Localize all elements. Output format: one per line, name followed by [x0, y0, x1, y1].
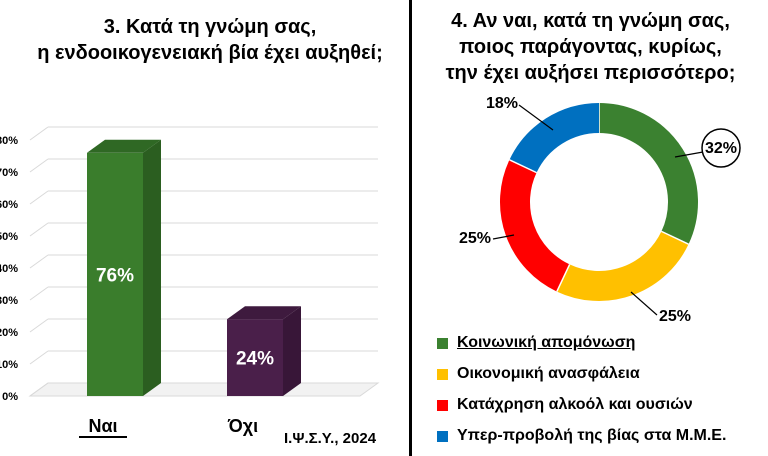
- leader-line: [492, 234, 515, 240]
- bar-chart: 0% 10% 20% 30% 40% 50% 60% 70% 80% 76% Ναι 24% Όχι: [0, 126, 380, 438]
- y-tick-label: 30%: [0, 295, 18, 307]
- slice-separator: [661, 230, 689, 245]
- donut-chart-title: 4. Αν ναι, κατά τη γνώμη σας, ποιος παρά…: [413, 8, 768, 86]
- donut-slice: [509, 103, 600, 174]
- legend-label: Κοινωνική απομόνωση: [457, 334, 636, 351]
- bar-side: [143, 139, 161, 397]
- bar-chart-panel: 3. Κατά τη γνώμη σας, η ενδοοικογενειακή…: [0, 14, 410, 447]
- legend-item: Κατάχρηση αλκοόλ και ουσιών: [437, 392, 767, 418]
- y-tick-label: 70%: [0, 167, 18, 179]
- y-tick-label: 40%: [0, 263, 18, 275]
- gridline-side: [29, 126, 49, 141]
- legend-swatch: [437, 337, 448, 349]
- donut-chart: 32% 25% 25% 18%: [459, 95, 741, 325]
- bar: [227, 319, 283, 396]
- gridline-side: [29, 350, 49, 365]
- bar-side: [283, 306, 301, 396]
- donut-chart-title-line-3: την έχει αυξήσει περισσότερο;: [445, 62, 736, 84]
- leader-line: [674, 151, 704, 158]
- legend-item: Οικονομική ανασφάλεια: [437, 361, 767, 387]
- bar-value-label: 24%: [236, 349, 274, 370]
- gridline-side: [29, 190, 49, 205]
- bar-chart-title-line-2: η ενδοοικογενειακή βία έχει αυξηθεί;: [37, 42, 383, 64]
- gridline-side: [29, 382, 49, 397]
- gridline-side: [29, 158, 49, 173]
- bar-top: [227, 306, 301, 320]
- gridline-side: [29, 286, 49, 301]
- donut-chart-panel: 4. Αν ναι, κατά τη γνώμη σας, ποιος παρά…: [413, 0, 768, 456]
- slice-value-label: 25%: [659, 308, 691, 325]
- gridline-side: [29, 222, 49, 237]
- slice-separator: [509, 159, 537, 174]
- chart-floor: [28, 382, 380, 397]
- donut-slice: [598, 103, 698, 245]
- legend-swatch: [437, 368, 448, 380]
- donut-slice: [500, 159, 571, 292]
- legend-swatch: [437, 399, 448, 411]
- highlight-circle: [701, 128, 741, 168]
- legend-label: Κατάχρηση αλκοόλ και ουσιών: [457, 396, 693, 413]
- slice-value-label: 32%: [705, 140, 737, 157]
- y-tick-label: 80%: [0, 135, 18, 147]
- bar-top: [87, 139, 161, 153]
- y-tick-label: 0%: [2, 391, 18, 403]
- donut-legend: Κοινωνική απομόνωση Οικονομική ανασφάλεια…: [437, 330, 767, 454]
- donut-slice: [556, 230, 689, 301]
- y-tick-label: 50%: [0, 231, 18, 243]
- bar-chart-title-line-1: 3. Κατά τη γνώμη σας,: [103, 16, 317, 38]
- x-category-label: Ναι: [88, 416, 117, 436]
- legend-item: Κοινωνική απομόνωση: [437, 330, 767, 356]
- legend-swatch: [437, 430, 448, 442]
- legend-label: Υπερ-προβολή της βίας στα Μ.Μ.Ε.: [457, 427, 727, 444]
- y-tick-label: 10%: [0, 359, 18, 371]
- donut-chart-title-line-1: 4. Αν ναι, κατά τη γνώμη σας,: [451, 10, 730, 32]
- gridline-side: [29, 318, 49, 333]
- y-tick-label: 60%: [0, 199, 18, 211]
- panel-divider: [409, 0, 412, 456]
- bar-chart-title: 3. Κατά τη γνώμη σας, η ενδοοικογενειακή…: [0, 14, 410, 66]
- legend-item: Υπερ-προβολή της βίας στα Μ.Μ.Ε.: [437, 423, 767, 449]
- gridline-side: [29, 254, 49, 269]
- leader-line: [518, 104, 554, 131]
- y-tick-label: 20%: [0, 327, 18, 339]
- bar-value-label: 76%: [96, 265, 134, 286]
- slice-value-label: 25%: [459, 230, 491, 247]
- slice-separator: [556, 264, 571, 292]
- donut-chart-title-line-2: ποιος παράγοντας, κυρίως,: [459, 36, 722, 58]
- bar: [87, 152, 143, 396]
- credit-text: Ι.Ψ.Σ.Υ., 2024: [284, 430, 377, 447]
- leader-line: [630, 291, 658, 316]
- slice-value-label: 18%: [486, 95, 518, 112]
- legend-label: Οικονομική ανασφάλεια: [457, 365, 640, 382]
- x-category-label: Όχι: [227, 416, 258, 436]
